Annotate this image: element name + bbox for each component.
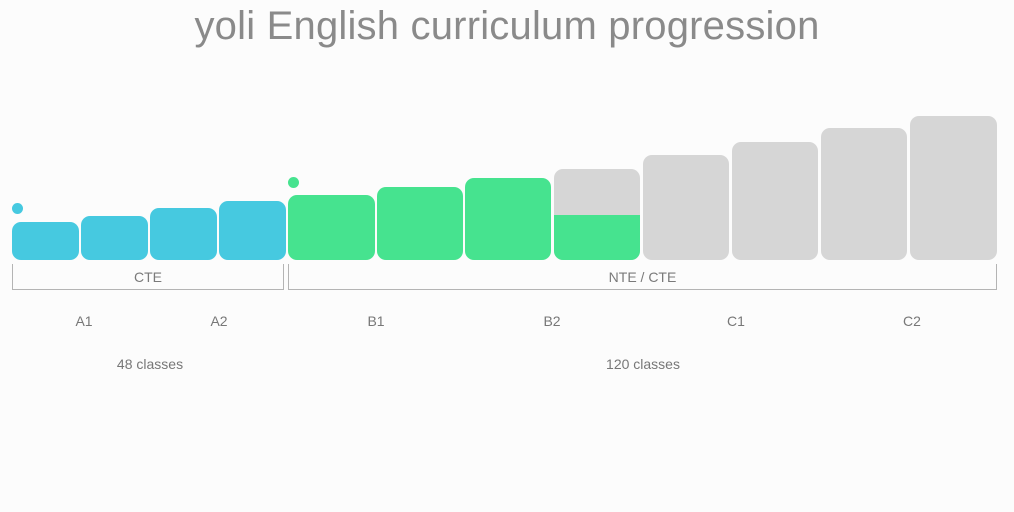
level-block-progress-fill: [554, 214, 640, 260]
cte-bracket: CTE: [12, 264, 284, 290]
level-block-4: [219, 201, 286, 260]
level-label-b1: B1: [367, 313, 385, 329]
level-block-5: [288, 195, 375, 260]
bracket-tick: [996, 264, 997, 290]
level-label-b2: B2: [543, 313, 561, 329]
level-block-3: [150, 208, 217, 260]
class-count-cte: 48 classes: [116, 356, 184, 372]
level-block-1: [12, 222, 79, 260]
bracket-tick: [12, 264, 13, 290]
level-block-10: [732, 142, 818, 260]
level-block-12: [910, 116, 997, 260]
b-level-marker-dot: [288, 177, 299, 188]
nte-cte-bracket: NTE / CTE: [288, 264, 997, 290]
level-label-a2: A2: [210, 313, 228, 329]
page-title: yoli English curriculum progression: [194, 4, 820, 48]
level-block-9: [643, 155, 729, 260]
bracket-label: CTE: [134, 269, 162, 285]
level-block-6: [377, 187, 463, 260]
level-label-c2: C2: [903, 313, 921, 329]
level-block-2: [81, 216, 148, 260]
bracket-tick: [288, 264, 289, 290]
bracket-label: NTE / CTE: [608, 269, 677, 285]
level-block-8: [554, 169, 640, 260]
bracket-tick: [283, 264, 284, 290]
level-label-c1: C1: [727, 313, 745, 329]
a-level-marker-dot: [12, 203, 23, 214]
level-label-a1: A1: [75, 313, 93, 329]
level-block-11: [821, 128, 907, 260]
class-count-nte-cte: 120 classes: [606, 356, 680, 372]
level-block-7: [465, 178, 551, 260]
